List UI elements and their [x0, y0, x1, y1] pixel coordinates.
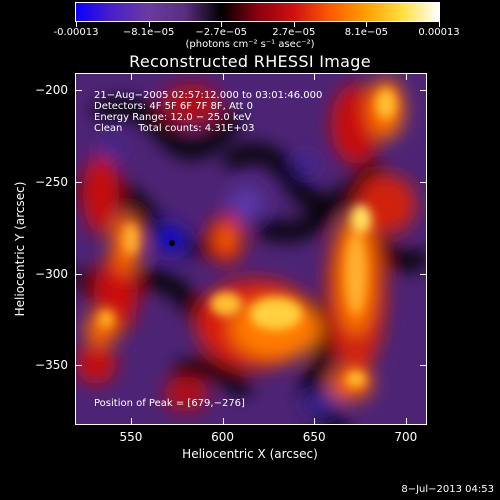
- y-tick-label: −300: [35, 266, 68, 281]
- datestamp: 8−Jul−2013 04:53: [401, 484, 494, 495]
- y-tick: [420, 365, 426, 367]
- y-tick: [420, 273, 426, 275]
- colorbar-tick-label: -0.00013: [53, 27, 99, 38]
- energy-range-text: Energy Range: 12.0 − 25.0 keV: [94, 112, 252, 123]
- x-tick-label: 650: [302, 430, 326, 444]
- colorbar-tick: [293, 22, 295, 27]
- colorbar-tick-label: −8.1e−05: [122, 27, 175, 38]
- colorbar-units: (photons cm⁻² s⁻¹ asec⁻²): [185, 39, 315, 50]
- colorbar-tick: [366, 22, 368, 27]
- x-tick: [130, 74, 132, 80]
- image-title: Reconstructed RHESSI Image: [129, 52, 371, 71]
- y-tick-label: −200: [35, 83, 68, 98]
- plot-frame: [75, 73, 427, 425]
- y-tick: [420, 90, 426, 92]
- clean-counts-text: Clean Total counts: 4.31E+03: [94, 123, 255, 134]
- y-axis-label: Heliocentric Y (arcsec): [13, 181, 27, 317]
- x-tick-label: 700: [394, 430, 418, 444]
- colorbar-tick: [221, 22, 223, 27]
- colorbar-tick-label: 2.7e−05: [272, 27, 316, 38]
- x-tick-label: 550: [119, 430, 143, 444]
- colorbar-tick-label: 8.1e−05: [344, 27, 388, 38]
- y-tick-label: −250: [35, 175, 68, 190]
- colorbar-tick-label: 0.00013: [418, 27, 460, 38]
- y-tick-label: −350: [35, 358, 68, 373]
- x-tick: [405, 74, 407, 80]
- x-tick: [222, 418, 224, 424]
- x-tick: [222, 74, 224, 80]
- peak-position-text: Position of Peak = [679,−276]: [94, 398, 245, 409]
- x-tick: [405, 418, 407, 424]
- x-tick: [314, 418, 316, 424]
- x-tick: [130, 418, 132, 424]
- colorbar: [75, 2, 440, 22]
- colorbar-tick-label: −2.7e−05: [195, 27, 247, 38]
- colorbar-tick: [439, 22, 440, 27]
- colorbar-tick: [148, 22, 150, 27]
- x-axis-label: Heliocentric X (arcsec): [182, 447, 318, 461]
- y-tick: [76, 365, 82, 367]
- detectors-text: Detectors: 4F 5F 6F 7F 8F, Att 0: [94, 101, 254, 112]
- y-tick: [76, 273, 82, 275]
- x-tick-label: 600: [211, 430, 235, 444]
- time-range-text: 21−Aug−2005 02:57:12.000 to 03:01:46.000: [94, 90, 323, 101]
- colorbar-tick: [76, 22, 77, 27]
- y-tick: [76, 90, 82, 92]
- x-tick: [314, 74, 316, 80]
- y-tick: [76, 182, 82, 184]
- rhessi-image: [76, 74, 426, 424]
- y-tick: [420, 182, 426, 184]
